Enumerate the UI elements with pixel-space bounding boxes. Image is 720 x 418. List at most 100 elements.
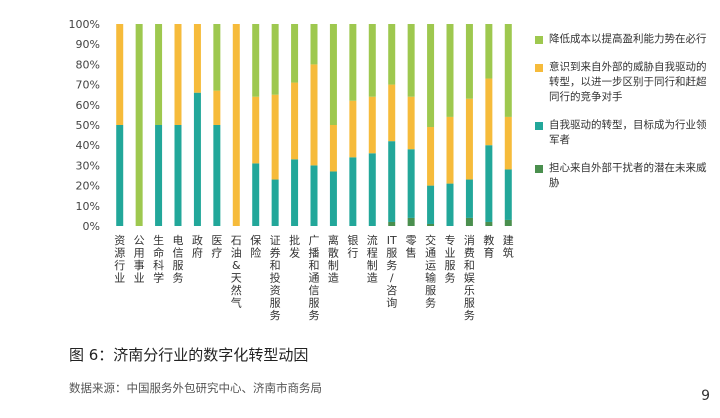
bar-segment-12-3	[349, 24, 357, 101]
bar-segment-20-3	[504, 24, 512, 117]
bar-segment-17-3	[446, 24, 454, 117]
bar-segment-1-3	[135, 24, 143, 226]
x-tick-label: IT 服务/咨询	[386, 234, 397, 310]
bar-segment-0-2	[116, 24, 124, 125]
bar-segment-16-3	[427, 24, 435, 128]
legend: 降低成本以提高盈利能力势在必行 意识到来自外部的威胁自我驱动的转型，以进一步区别…	[535, 32, 715, 204]
bar-segment-16-0	[427, 223, 435, 226]
bar-segment-2-1	[155, 125, 163, 226]
x-tick-label: 消费和娱乐服务	[464, 233, 475, 322]
bar-segment-10-1	[310, 165, 318, 226]
bar-segment-18-3	[465, 24, 473, 99]
bars-group	[116, 24, 512, 227]
y-tick-label: 50%	[76, 119, 100, 132]
data-source: 数据来源：中国服务外包研究中心、济南市商务局	[69, 381, 322, 395]
x-tick-label: 离散制造	[328, 233, 339, 285]
y-tick-label: 100%	[69, 18, 100, 31]
legend-label-disruptor: 担心来自外部干扰者的潜在未来威胁	[549, 162, 707, 189]
bar-segment-13-2	[368, 96, 376, 154]
bar-segment-5-3	[213, 24, 221, 91]
x-tick-label: 交通运输服务	[425, 233, 436, 310]
bar-segment-20-1	[504, 169, 512, 220]
bar-segment-6-2	[232, 24, 240, 226]
bar-segment-14-1	[388, 141, 396, 222]
x-tick-label: 广播和通信服务	[309, 234, 320, 322]
y-tick-label: 20%	[76, 180, 100, 193]
x-tick-label: 电信服务	[173, 234, 184, 285]
legend-label-external-threat: 意识到来自外部的威胁自我驱动的转型，以进一步区别于同行和赶超同行的竞争对手	[549, 61, 707, 103]
bar-segment-11-2	[329, 125, 337, 172]
bar-segment-5-2	[213, 90, 221, 125]
bar-segment-9-2	[291, 82, 299, 160]
bar-segment-3-2	[174, 24, 182, 125]
legend-swatch-external-threat	[535, 64, 543, 72]
bar-segment-11-3	[329, 24, 337, 125]
bar-segment-7-1	[252, 163, 260, 226]
bar-segment-8-3	[271, 24, 279, 95]
x-tick-label: 保险	[250, 233, 261, 260]
bar-segment-17-2	[446, 116, 454, 184]
legend-item-cost: 降低成本以提高盈利能力势在必行	[535, 32, 715, 47]
bar-segment-13-3	[368, 24, 376, 97]
x-tick-label: 石油&天然气	[231, 234, 242, 310]
legend-swatch-cost	[535, 36, 543, 44]
figure-caption: 图 6：济南分行业的数字化转型动因	[69, 346, 309, 364]
x-tick-label: 公用事业	[134, 234, 145, 285]
x-tick-label: 流程制造	[367, 233, 378, 285]
legend-item-self-driven: 自我驱动的转型，目标成为行业领军者	[535, 118, 715, 148]
bar-segment-14-2	[388, 84, 396, 142]
bar-segment-9-1	[291, 159, 299, 226]
bar-segment-19-1	[485, 145, 493, 222]
x-tick-label: 零售	[406, 234, 417, 260]
y-tick-label: 0%	[83, 220, 100, 233]
legend-label-cost: 降低成本以提高盈利能力势在必行	[549, 33, 707, 45]
bar-segment-16-2	[427, 127, 435, 186]
y-tick-label: 30%	[76, 159, 100, 172]
y-tick-label: 90%	[76, 38, 100, 51]
y-tick-label: 10%	[76, 200, 100, 213]
bar-segment-9-3	[291, 24, 299, 83]
x-tick-label: 政府	[192, 233, 203, 260]
y-tick-label: 80%	[76, 58, 100, 71]
bar-segment-19-3	[485, 24, 493, 79]
bar-segment-20-2	[504, 116, 512, 170]
y-tick-label: 60%	[76, 99, 100, 112]
bar-segment-12-2	[349, 100, 357, 158]
bar-segment-10-2	[310, 64, 318, 166]
bar-segment-20-0	[504, 219, 512, 226]
bar-segment-12-1	[349, 157, 357, 226]
x-tick-label: 批发	[289, 233, 300, 260]
bar-segment-15-2	[407, 96, 415, 150]
x-tick-label: 专业服务	[445, 233, 456, 285]
bar-segment-14-0	[388, 221, 396, 226]
bar-segment-2-3	[155, 24, 163, 125]
bar-segment-7-2	[252, 96, 260, 164]
bar-segment-8-2	[271, 94, 279, 180]
page-number: 9	[701, 388, 710, 404]
bar-segment-18-2	[465, 98, 473, 180]
bar-segment-15-1	[407, 149, 415, 218]
bar-segment-18-0	[465, 217, 473, 226]
x-tick-label: 银行	[347, 233, 358, 260]
y-tick-label: 40%	[76, 139, 100, 152]
bar-segment-11-1	[329, 171, 337, 226]
bar-segment-4-1	[193, 92, 201, 227]
x-tick-label: 生命科学	[153, 233, 164, 285]
bar-segment-18-1	[465, 179, 473, 218]
x-tick-label: 证券和投资服务	[270, 234, 281, 322]
x-axis-labels: 资源行业公用事业生命科学电信服务政府医疗石油&天然气保险证券和投资服务批发广播和…	[114, 233, 514, 322]
legend-label-self-driven: 自我驱动的转型，目标成为行业领军者	[549, 119, 707, 146]
bar-segment-7-3	[252, 24, 260, 97]
x-tick-label: 建筑	[503, 233, 514, 260]
y-axis-ticks: 0% 10% 20% 30% 40% 50% 60% 70% 80% 90% 100%	[69, 18, 100, 233]
legend-swatch-disruptor	[535, 165, 543, 173]
bar-segment-16-1	[427, 185, 435, 224]
bar-segment-14-3	[388, 24, 396, 85]
x-tick-label: 医疗	[211, 234, 222, 260]
bar-segment-10-3	[310, 24, 318, 65]
y-tick-label: 70%	[76, 79, 100, 92]
bar-segment-8-1	[271, 179, 279, 226]
bar-segment-0-1	[116, 125, 124, 226]
bar-segment-15-3	[407, 24, 415, 97]
